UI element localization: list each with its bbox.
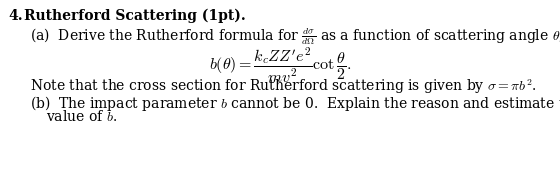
Text: value of $b$.: value of $b$. bbox=[46, 109, 117, 124]
Text: Rutherford Scattering (1pt).: Rutherford Scattering (1pt). bbox=[24, 9, 246, 23]
Text: (a)  Derive the Rutherford formula for $\frac{d\sigma}{d\Omega}$ as a function o: (a) Derive the Rutherford formula for $\… bbox=[30, 26, 560, 47]
Text: (b)  The impact parameter $b$ cannot be 0.  Explain the reason and estimate the : (b) The impact parameter $b$ cannot be 0… bbox=[30, 94, 560, 113]
Text: Note that the cross section for Rutherford scattering is given by $\sigma = \pi : Note that the cross section for Rutherfo… bbox=[30, 77, 537, 96]
Text: 4.: 4. bbox=[8, 9, 22, 23]
Text: $b(\theta) = \dfrac{k_c ZZ^{\prime}e^2}{mv^2} \cot \dfrac{\theta}{2}.$: $b(\theta) = \dfrac{k_c ZZ^{\prime}e^2}{… bbox=[209, 45, 351, 85]
